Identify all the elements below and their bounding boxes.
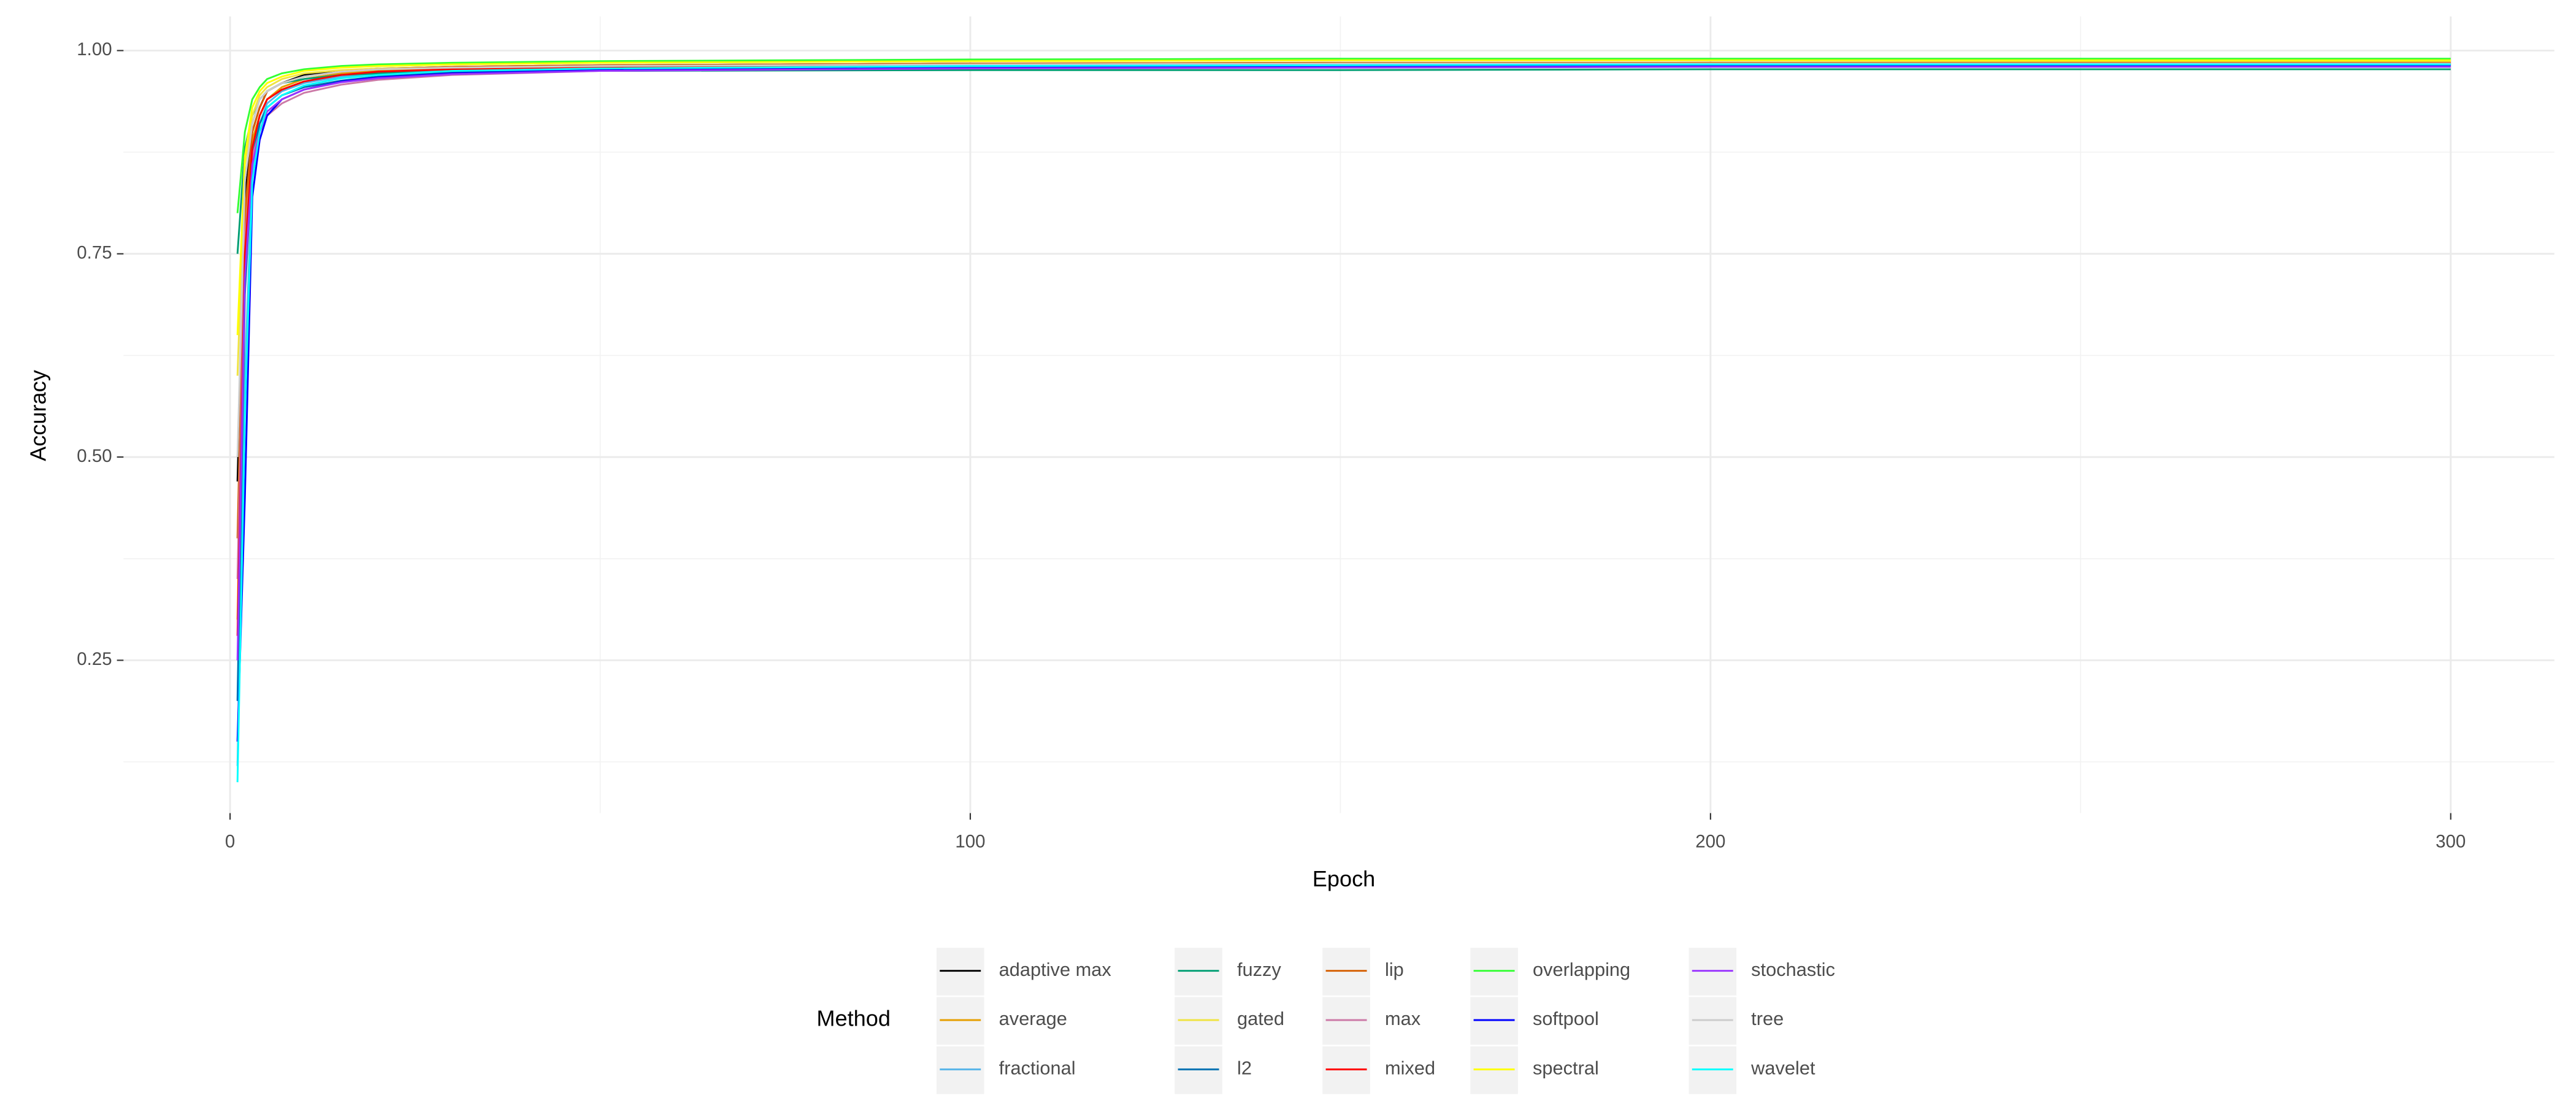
y-tick-label: 0.50 <box>77 446 112 466</box>
series-line <box>236 63 2451 636</box>
y-axis-title: Accuracy <box>25 370 50 461</box>
y-tick-label: 0.75 <box>77 243 112 263</box>
series-line <box>236 61 2451 482</box>
legend-label: gated <box>1237 1008 1284 1029</box>
series-line <box>236 68 2451 254</box>
series-line <box>236 61 2451 539</box>
legend-label: l2 <box>1237 1057 1252 1078</box>
legend-label: tree <box>1751 1008 1784 1029</box>
series-line <box>236 64 2451 701</box>
legend-label: average <box>999 1008 1067 1029</box>
series-line <box>236 63 2451 783</box>
legend-label: spectral <box>1533 1057 1599 1078</box>
legend-title: Method <box>816 1006 891 1031</box>
legend-label: mixed <box>1385 1057 1435 1078</box>
legend-label: adaptive max <box>999 959 1112 980</box>
legend-label: lip <box>1385 959 1404 980</box>
series-line <box>236 64 2451 742</box>
x-tick-label: 100 <box>955 832 985 852</box>
series-line <box>236 66 2451 661</box>
series-line <box>236 65 2451 579</box>
legend-label: softpool <box>1533 1008 1599 1029</box>
series-line <box>236 63 2451 458</box>
y-tick-label: 1.00 <box>77 39 112 59</box>
series-line <box>236 59 2451 336</box>
y-tick-label: 0.25 <box>77 649 112 669</box>
series-line <box>236 61 2451 620</box>
x-axis-title: Epoch <box>1313 866 1375 891</box>
legend-label: overlapping <box>1533 959 1630 980</box>
legend-label: fuzzy <box>1237 959 1281 980</box>
x-tick-label: 300 <box>2436 832 2466 852</box>
legend-label: stochastic <box>1751 959 1835 980</box>
legend-label: wavelet <box>1750 1057 1815 1078</box>
series-line <box>236 58 2451 213</box>
legend-label: max <box>1385 1008 1421 1029</box>
series-line <box>236 61 2451 376</box>
legend-label: fractional <box>999 1057 1076 1078</box>
x-tick-label: 0 <box>225 832 235 852</box>
x-tick-label: 200 <box>1695 832 1725 852</box>
